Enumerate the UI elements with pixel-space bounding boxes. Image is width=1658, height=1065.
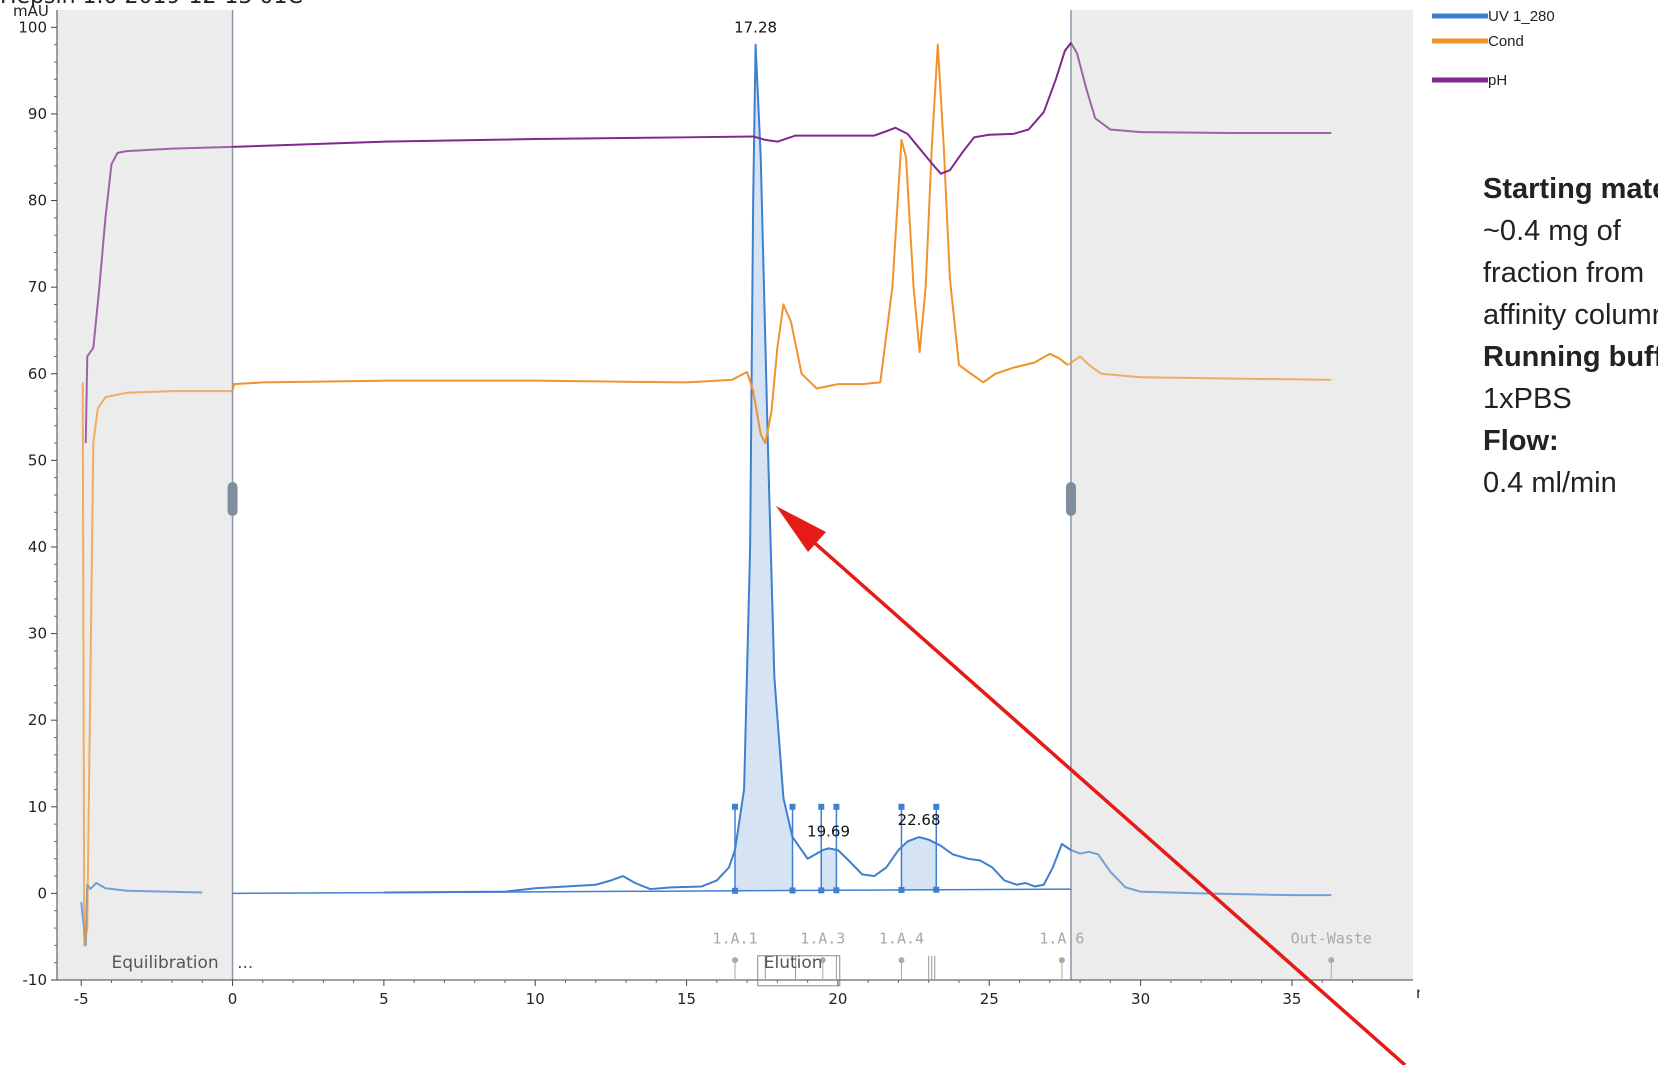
- integration-limit-marker: [933, 803, 940, 810]
- y-tick-label: 10: [28, 798, 47, 816]
- phase-label[interactable]: Elution: [764, 953, 823, 973]
- flow-value: 0.4 ml/min: [1483, 467, 1617, 499]
- y-tick-label: 40: [28, 538, 47, 556]
- peak-label: 19.69: [807, 822, 850, 840]
- x-tick-label: 30: [1131, 990, 1150, 1008]
- series-line-uv-1-280-post: [1061, 843, 1332, 897]
- chromatogram-chart: -10 0 10 20 30 40 50 60 70 80 90 100 -5 0 5 10 15 20 25 30 3…: [13, 2, 1420, 1065]
- x-tick-label: -5: [74, 990, 89, 1008]
- x-tick-label: 15: [677, 990, 696, 1008]
- y-tick-label: 70: [28, 278, 47, 296]
- y-tick-label: 80: [28, 192, 47, 210]
- running-buffer-heading: Running buffer:: [1483, 341, 1658, 373]
- x-tick-label: 20: [828, 990, 847, 1008]
- starting-material-line1: ~0.4 mg of: [1483, 215, 1621, 247]
- phase-boundary-handle: [227, 482, 238, 517]
- integration-limit-marker: [898, 803, 905, 810]
- series-line-ph-post: [1064, 41, 1332, 134]
- baseline-line: [232, 888, 1071, 895]
- legend-label: Cond: [1488, 33, 1524, 50]
- arrow-head: [776, 506, 826, 552]
- integration-limit-marker: [789, 803, 796, 810]
- annotation-arrow: [776, 506, 1407, 1065]
- fraction-label: 1.A.6: [1039, 930, 1084, 948]
- axes: -10 0 10 20 30 40 50 60 70 80 90 100 -5 0 5 10 15 20 25 30 3…: [18, 10, 1413, 1008]
- y-axis-label: mAU: [13, 2, 49, 20]
- x-tick-label: 0: [228, 990, 238, 1008]
- legend-label: pH: [1488, 72, 1507, 89]
- peak-area-fill: [901, 837, 937, 890]
- y-tick-label: -10: [23, 971, 48, 989]
- y-tick-label: 50: [28, 451, 47, 469]
- fraction-label: 1.A.3: [800, 930, 845, 948]
- integration-base-marker: [789, 887, 796, 894]
- integration-baseline: [232, 66, 1071, 895]
- integration-limit-marker: [833, 803, 840, 810]
- x-tick-label: 35: [1282, 990, 1301, 1008]
- fraction-label: 1.A.1: [712, 930, 757, 948]
- phase-layer[interactable]: Equilibration... Elution: [111, 953, 841, 987]
- fraction-label: 1.A.4: [879, 930, 924, 948]
- peak-area-fill: [735, 66, 793, 891]
- fraction-label: Out-Waste: [1291, 930, 1372, 948]
- phase-boundary-handle: [1065, 482, 1076, 517]
- x-tick-label: 5: [379, 990, 389, 1008]
- phase-label-frame: [757, 955, 841, 987]
- y-tick-label: 100: [18, 18, 47, 36]
- phase-label[interactable]: Equilibration: [111, 953, 218, 973]
- integration-base-marker: [818, 887, 825, 894]
- integration-base-marker: [898, 886, 905, 893]
- y-tick-label: 0: [37, 884, 47, 902]
- method-annotation: Starting material: ~0.4 mg of fraction f…: [1483, 168, 1658, 504]
- series-line-uv-1-280: [383, 43, 1072, 894]
- integration-base-marker: [933, 886, 940, 893]
- peak-area-fill: [821, 848, 837, 891]
- flow-heading: Flow:: [1483, 425, 1559, 457]
- legend-label: UV 1_280: [1488, 8, 1555, 25]
- legend: UV 1_280 Cond pH: [1432, 8, 1555, 89]
- y-tick-label: 90: [28, 105, 47, 123]
- integration-limit-marker: [818, 803, 825, 810]
- integration-base-marker: [732, 887, 738, 894]
- phase-label[interactable]: ...: [237, 953, 253, 973]
- series-line-cond-pre: [81, 382, 233, 947]
- integration-base-marker: [833, 887, 840, 894]
- series-layer: [80, 41, 1332, 947]
- y-tick-label: 30: [28, 625, 47, 643]
- peaks-layer: 17.28 19.69 22.68: [734, 19, 940, 841]
- x-tick-label: 25: [980, 990, 999, 1008]
- arrow-shaft: [798, 528, 1407, 1065]
- shaded-region-left: [57, 10, 233, 980]
- starting-material-line3: affinity column: [1483, 299, 1658, 331]
- fraction-layer: 1.A.1 1.A.3 1.A.4 1.A.6 Out-Waste: [712, 930, 1372, 980]
- shaded-region-right: [1070, 10, 1413, 980]
- y-tick-label: 20: [28, 711, 47, 729]
- integration-limit-marker: [732, 803, 738, 810]
- running-buffer-value: 1xPBS: [1483, 383, 1572, 415]
- y-tick-label: 60: [28, 365, 47, 383]
- starting-material-line2: fraction from: [1483, 257, 1645, 289]
- chart-title-fragment: Hepsin 1.0 2019-12-13 01C: [0, 0, 303, 9]
- series-line-cond-post: [1067, 355, 1332, 381]
- x-axis-label: ml: [1416, 984, 1420, 1002]
- series-line-cond: [231, 43, 1069, 445]
- starting-material-heading: Starting material:: [1483, 173, 1658, 205]
- series-line-ph-pre: [84, 145, 233, 444]
- peak-label: 17.28: [734, 19, 777, 37]
- x-tick-label: 10: [526, 990, 545, 1008]
- peak-label: 22.68: [898, 811, 941, 829]
- series-line-ph: [232, 42, 1072, 175]
